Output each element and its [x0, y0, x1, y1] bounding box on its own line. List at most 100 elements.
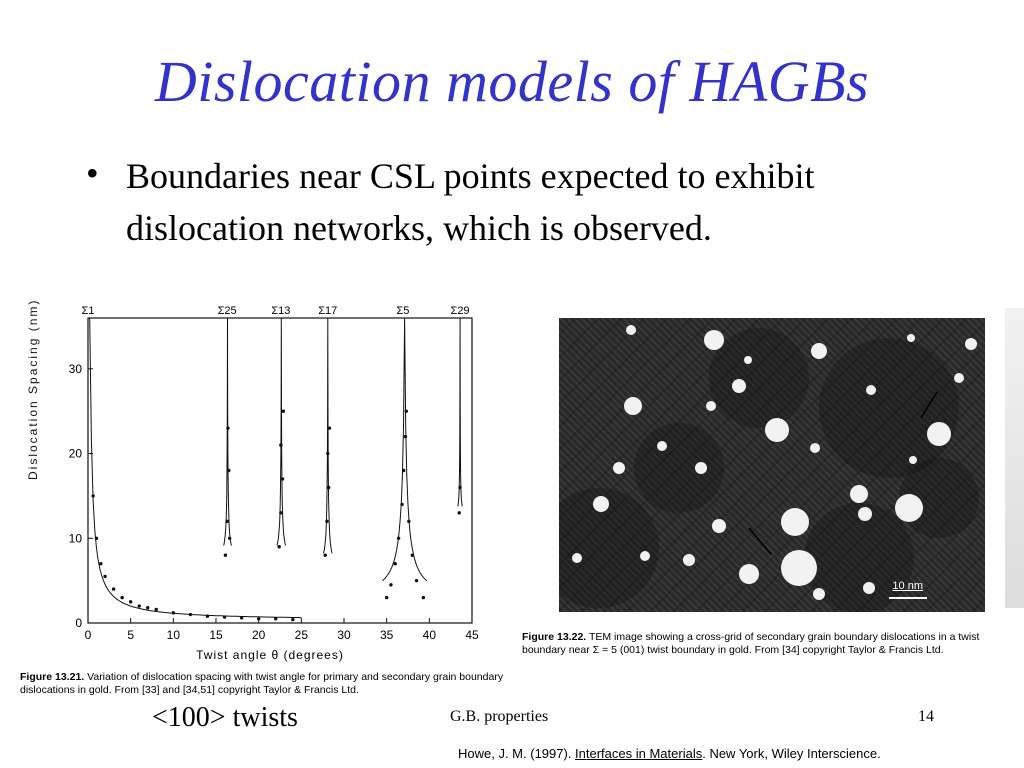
data-point: [400, 502, 404, 507]
bullet-dot-icon: •: [86, 153, 99, 193]
fringe-line: [699, 318, 985, 604]
sigma29-curve: [457, 317, 463, 507]
fringe-line: [657, 318, 953, 612]
bullet-text: Boundaries near CSL points expected to e…: [126, 156, 815, 248]
sigma-label: Σ1: [82, 305, 95, 317]
fringe-line-cross: [559, 318, 761, 521]
fringe-line-cross: [902, 528, 985, 612]
particle: [781, 550, 817, 586]
data-point: [421, 595, 426, 600]
x-tick-label: 10: [167, 628, 181, 642]
fringe-line: [559, 365, 806, 612]
fringe-line: [594, 318, 890, 612]
particle: [850, 485, 868, 503]
sigma-label: Σ25: [218, 305, 237, 317]
data-point: [404, 409, 408, 413]
data-point: [205, 614, 210, 618]
reference-suffix: . New York, Wiley Interscience.: [702, 746, 881, 761]
data-point: [291, 617, 295, 622]
fringe-line: [559, 344, 827, 612]
fringe-line: [608, 318, 904, 612]
fringe-line: [559, 393, 778, 612]
fringe-line: [664, 318, 960, 612]
fringe-line: [734, 318, 985, 569]
fringe-line: [559, 491, 680, 612]
fringe-line: [916, 318, 985, 387]
fringe-line: [559, 421, 750, 612]
dislocation-spacing-plot: 0 5 10 15 20 25 30 35 40 45 0 10 20 30 Twist angle θ (…: [20, 300, 515, 665]
data-point: [171, 611, 176, 615]
particle: [863, 582, 875, 594]
particle: [965, 338, 977, 350]
y-tick-label: 0: [75, 616, 82, 630]
particle: [640, 551, 650, 561]
fringe-line-cross: [649, 318, 945, 612]
data-point: [277, 545, 281, 549]
fringe-line-cross: [559, 318, 784, 544]
fringe-line: [587, 318, 883, 612]
reference-book-title: Interfaces in Materials: [575, 746, 703, 761]
data-point: [457, 511, 461, 515]
fringe-line: [902, 318, 985, 401]
data-point: [402, 468, 406, 473]
fringe-line: [811, 318, 985, 492]
particle: [810, 443, 820, 453]
particle: [744, 356, 752, 364]
fringe-line: [825, 318, 985, 478]
particle: [572, 553, 582, 563]
figure-label-right: Figure 13.22.: [522, 631, 587, 643]
fringe-line: [636, 318, 932, 612]
particle: [624, 397, 642, 415]
x-tick-label: 20: [252, 628, 266, 642]
data-point: [146, 606, 150, 610]
fringe-line-cross: [603, 318, 899, 612]
data-point: [279, 443, 283, 447]
data-point: [384, 595, 389, 600]
particle: [732, 379, 746, 393]
fringe-line-cross: [559, 318, 807, 567]
fringe-line: [881, 318, 985, 422]
fringe-line-cross: [718, 344, 985, 612]
particle: [765, 418, 789, 442]
data-point: [94, 536, 99, 540]
fringe-line-cross: [810, 436, 985, 612]
fringe-line: [559, 386, 785, 612]
data-point: [407, 519, 411, 524]
fringe-line: [559, 379, 792, 612]
x-tick-label: 35: [380, 628, 394, 642]
fringe-line: [769, 318, 985, 534]
particle: [813, 588, 825, 600]
fringe-line: [741, 318, 985, 562]
fringe-line: [559, 526, 645, 612]
fringe-line: [713, 318, 985, 590]
data-point: [280, 477, 285, 481]
dark-patch: [634, 423, 724, 513]
sigma5-curve: [382, 317, 428, 582]
fringe-line-cross: [559, 318, 623, 383]
fringe-line: [804, 318, 985, 499]
particle: [907, 334, 915, 342]
particle: [683, 554, 695, 566]
sigma-label: Σ5: [396, 305, 409, 317]
fringe-line: [790, 318, 985, 513]
fringe-line: [874, 318, 985, 429]
data-point: [274, 617, 278, 621]
y-tick-label: 10: [69, 531, 83, 545]
particle: [593, 496, 609, 512]
fringe-line: [832, 318, 985, 471]
fringe-line: [559, 358, 813, 612]
data-point: [396, 536, 401, 540]
page-number: 14: [918, 708, 934, 725]
particle: [706, 401, 716, 411]
fringe-line: [559, 414, 757, 612]
x-tick-label: 30: [337, 628, 351, 642]
fringe-line: [559, 498, 673, 612]
fringe-line: [559, 561, 610, 612]
data-point: [325, 519, 329, 524]
particle: [858, 507, 872, 521]
fringe-line: [559, 533, 638, 612]
fringe-line-cross: [626, 318, 922, 612]
particle: [626, 325, 636, 335]
data-point: [327, 426, 332, 430]
fringe-line: [706, 318, 985, 597]
